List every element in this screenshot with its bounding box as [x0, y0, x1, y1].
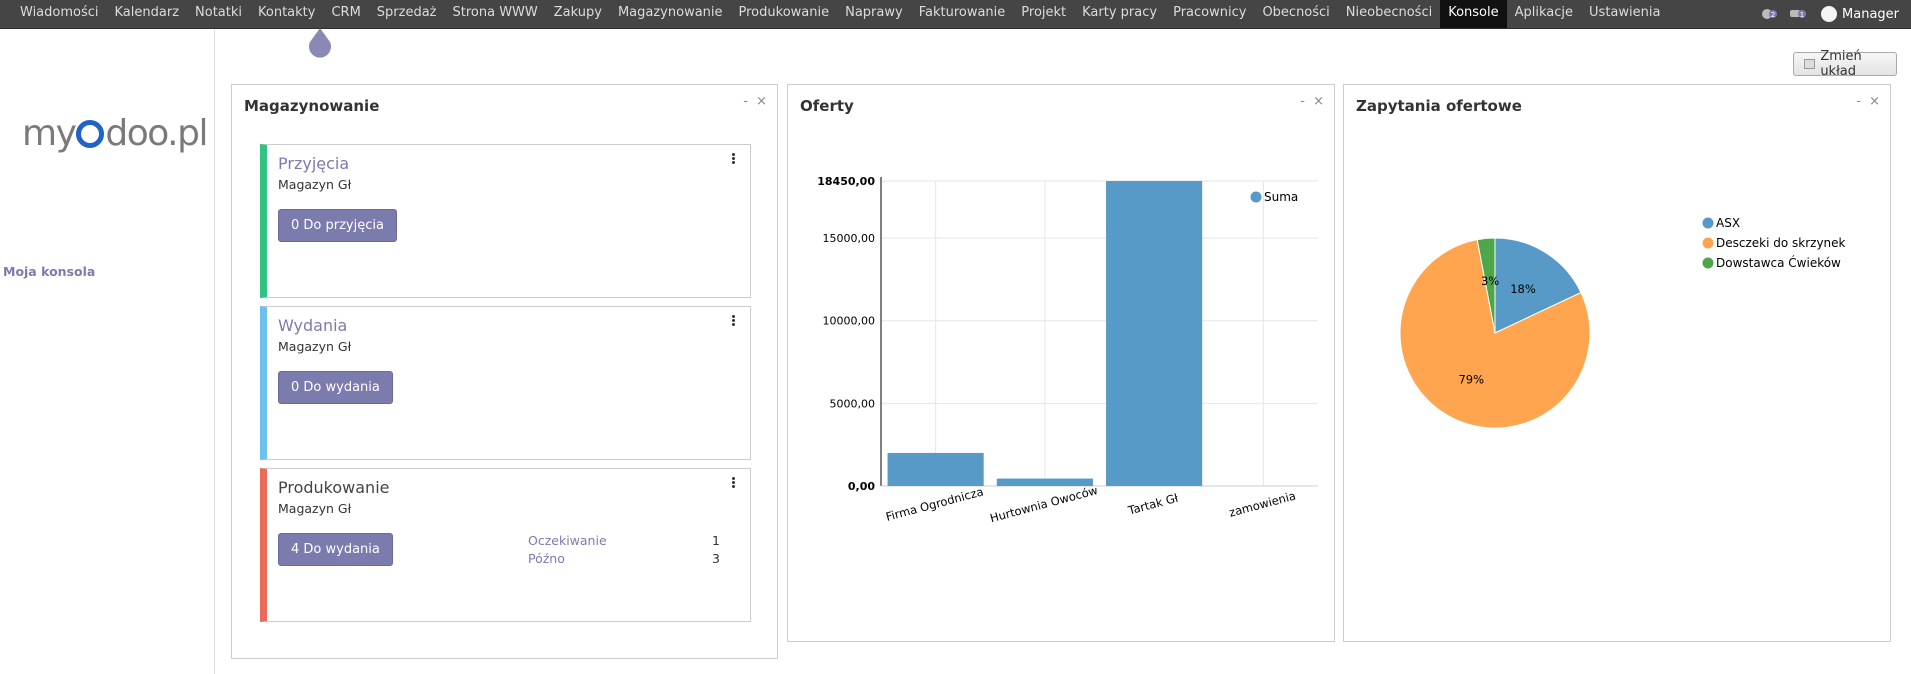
x-tick-label: Tartak Gł: [1126, 491, 1181, 518]
card-title[interactable]: Produkowanie: [278, 478, 390, 497]
legend-label[interactable]: Suma: [1264, 190, 1298, 204]
legend-marker[interactable]: [1250, 191, 1262, 203]
legend-label[interactable]: ASX: [1716, 216, 1740, 230]
menu-item-karty-pracy[interactable]: Karty pracy: [1082, 5, 1158, 20]
rfq-pie-chart: 18% 79% 3% ASX Desczeki do skrzynek Dowstawca…: [1399, 216, 1846, 429]
top-menu-bar: Wiadomości Kalendarz Notatki Kontakty CRM Spr…: [0, 0, 1911, 29]
to-deliver-button[interactable]: 4 Do wydania: [278, 533, 393, 566]
stat-row-waiting[interactable]: Oczekiwanie 1: [528, 533, 720, 548]
menu-item-pracownicy[interactable]: Pracownicy: [1173, 5, 1247, 20]
x-tick-label: zamowienia: [1227, 489, 1297, 520]
svg-text:2: 2: [1771, 11, 1775, 19]
main-menu: Wiadomości Kalendarz Notatki Kontakty CRM Spr…: [12, 0, 1668, 28]
menu-item-obecno-ci[interactable]: Obecności: [1262, 5, 1330, 20]
messages-icon[interactable]: 1: [1789, 8, 1807, 20]
user-area: 2 1 Manager: [1751, 0, 1899, 28]
menu-item-nieobecno-ci[interactable]: Nieobecności: [1345, 5, 1433, 20]
offers-panel: Oferty - × 0,00 5000,00 10000,00 15000,00 18…: [787, 84, 1335, 642]
kebab-menu-icon[interactable]: [732, 315, 736, 327]
kebab-menu-icon[interactable]: [732, 477, 736, 489]
legend-label[interactable]: Dowstawca Ćwieków: [1716, 255, 1841, 270]
legend-marker[interactable]: [1702, 217, 1714, 229]
bar[interactable]: [996, 478, 1093, 486]
panel-title: Zapytania ofertowe: [1356, 97, 1522, 115]
slice-value-label: 79%: [1458, 373, 1484, 387]
card-subtitle: Magazyn Gł: [278, 339, 352, 354]
bar[interactable]: [1106, 181, 1203, 486]
menu-item-produkowanie[interactable]: Produkowanie: [738, 5, 830, 20]
slice-value-label: 18%: [1510, 282, 1536, 296]
menu-item-notatki[interactable]: Notatki: [195, 5, 242, 20]
card-title[interactable]: Przyjęcia: [278, 154, 350, 173]
panel-title: Oferty: [800, 97, 854, 115]
menu-item-ustawienia[interactable]: Ustawienia: [1589, 5, 1661, 20]
chat-icon[interactable]: 2: [1761, 8, 1779, 20]
layout-icon: [1804, 59, 1816, 69]
svg-text:1: 1: [1800, 11, 1804, 19]
offers-bar-chart: 0,00 5000,00 10000,00 15000,00 18450,00 Firma…: [817, 175, 1318, 525]
stat-row-late[interactable]: Późno 3: [528, 551, 720, 566]
menu-item-kontakty[interactable]: Kontakty: [258, 5, 316, 20]
legend-marker[interactable]: [1702, 237, 1714, 249]
avatar[interactable]: [1821, 6, 1838, 22]
slice-value-label: 3%: [1481, 274, 1499, 288]
menu-item-projekt[interactable]: Projekt: [1021, 5, 1067, 20]
company-logo: my doo.pl: [22, 113, 208, 154]
menu-item-zakupy[interactable]: Zakupy: [553, 5, 602, 20]
menu-item-wiadomo-ci[interactable]: Wiadomości: [20, 5, 99, 20]
bar[interactable]: [887, 452, 984, 486]
inventory-panel: Magazynowanie - × Przyjęcia Magazyn Gł 0…: [231, 84, 778, 659]
menu-item-magazynowanie[interactable]: Magazynowanie: [617, 5, 723, 20]
pie-slice[interactable]: [1476, 237, 1496, 334]
card-receipts[interactable]: Przyjęcia Magazyn Gł 0 Do przyjęcia: [260, 144, 751, 298]
user-name[interactable]: Manager: [1842, 6, 1899, 22]
x-tick-label: Firma Ogrodnicza: [884, 484, 985, 524]
menu-item-naprawy[interactable]: Naprawy: [845, 5, 903, 20]
change-layout-button[interactable]: Zmień układ: [1793, 49, 1897, 79]
menu-item-kalendarz[interactable]: Kalendarz: [114, 5, 180, 20]
x-tick-label: Hurtownia Owoców: [988, 483, 1099, 525]
card-title[interactable]: Wydania: [278, 316, 348, 335]
menu-item-fakturowanie[interactable]: Fakturowanie: [918, 5, 1006, 20]
legend-marker[interactable]: [1702, 257, 1714, 269]
panel-controls[interactable]: - ×: [743, 94, 769, 109]
card-deliveries[interactable]: Wydania Magazyn Gł 0 Do wydania: [260, 306, 751, 460]
panel-title: Magazynowanie: [244, 97, 380, 115]
card-subtitle: Magazyn Gł: [278, 177, 352, 192]
menu-item-crm[interactable]: CRM: [331, 5, 361, 20]
y-tick-label: 0,00: [848, 480, 875, 493]
panel-controls[interactable]: - ×: [1300, 94, 1326, 109]
card-stats: Oczekiwanie 1 Późno 3: [528, 532, 720, 568]
to-receive-button[interactable]: 0 Do przyjęcia: [278, 209, 397, 242]
card-subtitle: Magazyn Gł: [278, 501, 352, 516]
y-tick-label: 15000,00: [823, 232, 876, 245]
menu-item-sprzeda-[interactable]: Sprzedaż: [376, 5, 437, 20]
to-deliver-button[interactable]: 0 Do wydania: [278, 371, 393, 404]
card-manufacturing[interactable]: Produkowanie Magazyn Gł 4 Do wydania Ocz…: [260, 468, 751, 622]
menu-item-strona-www[interactable]: Strona WWW: [452, 5, 538, 20]
pie-slice[interactable]: [1494, 237, 1582, 334]
menu-item-aplikacje[interactable]: Aplikacje: [1514, 5, 1574, 20]
legend-label[interactable]: Desczeki do skrzynek: [1716, 236, 1846, 250]
pie-slice[interactable]: [1399, 239, 1591, 429]
menu-item-konsole[interactable]: Konsole: [1440, 0, 1507, 28]
rfq-panel: Zapytania ofertowe - × 18% 79% 3% ASX Descze…: [1343, 84, 1891, 642]
y-tick-label: 5000,00: [830, 397, 876, 410]
kebab-menu-icon[interactable]: [732, 153, 736, 165]
drag-handle-drop-icon: [309, 28, 331, 58]
sidebar-item-my-dashboard[interactable]: Moja konsola: [3, 264, 96, 279]
sidebar: my doo.pl Moja konsola: [0, 29, 215, 674]
y-tick-label: 10000,00: [823, 315, 876, 328]
y-tick-label: 18450,00: [817, 175, 875, 188]
panel-controls[interactable]: - ×: [1856, 94, 1882, 109]
